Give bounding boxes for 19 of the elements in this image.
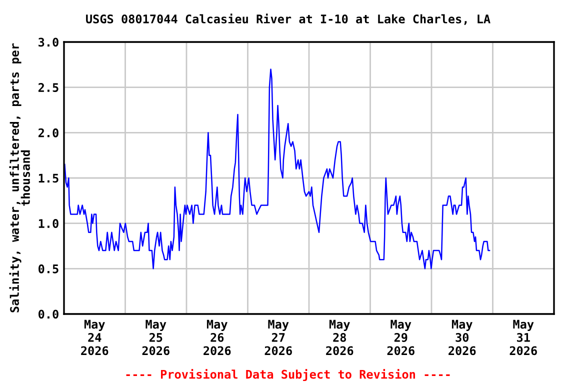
- x-tick-label: May 24 2026: [81, 320, 108, 356]
- y-tick-label: 0.5: [38, 264, 58, 274]
- line-series: [64, 68, 490, 270]
- y-tick-label: 3.0: [38, 38, 58, 47]
- x-tick-label: May 30 2026: [448, 320, 476, 356]
- y-tick-label: 0.0: [38, 310, 58, 319]
- x-tick-label: May 27 2026: [264, 320, 292, 356]
- y-tick-label: 2.0: [38, 128, 58, 138]
- x-tick-label: May 28 2026: [326, 320, 354, 356]
- text: ---- Provisional Data Subject to Revision ----: [126, 368, 450, 382]
- x-tick-label: May 31 2026: [510, 320, 537, 356]
- y-tick-label: 1.0: [38, 219, 58, 228]
- y-tick-label: 2.5: [38, 83, 58, 92]
- x-tick-label: May 25 2026: [142, 320, 170, 356]
- chart-title: USGS 08017044 Calcasieu River at I-10 at Lake Charles, LA: [86, 14, 490, 25]
- x-tick-label: May 29 2026: [387, 320, 414, 356]
- x-tick-label: May 26 2026: [204, 320, 231, 356]
- y-tick-label: 1.5: [38, 174, 58, 183]
- y-axis-title: Salinity, water, unfiltered, parts per thousand: [9, 43, 30, 312]
